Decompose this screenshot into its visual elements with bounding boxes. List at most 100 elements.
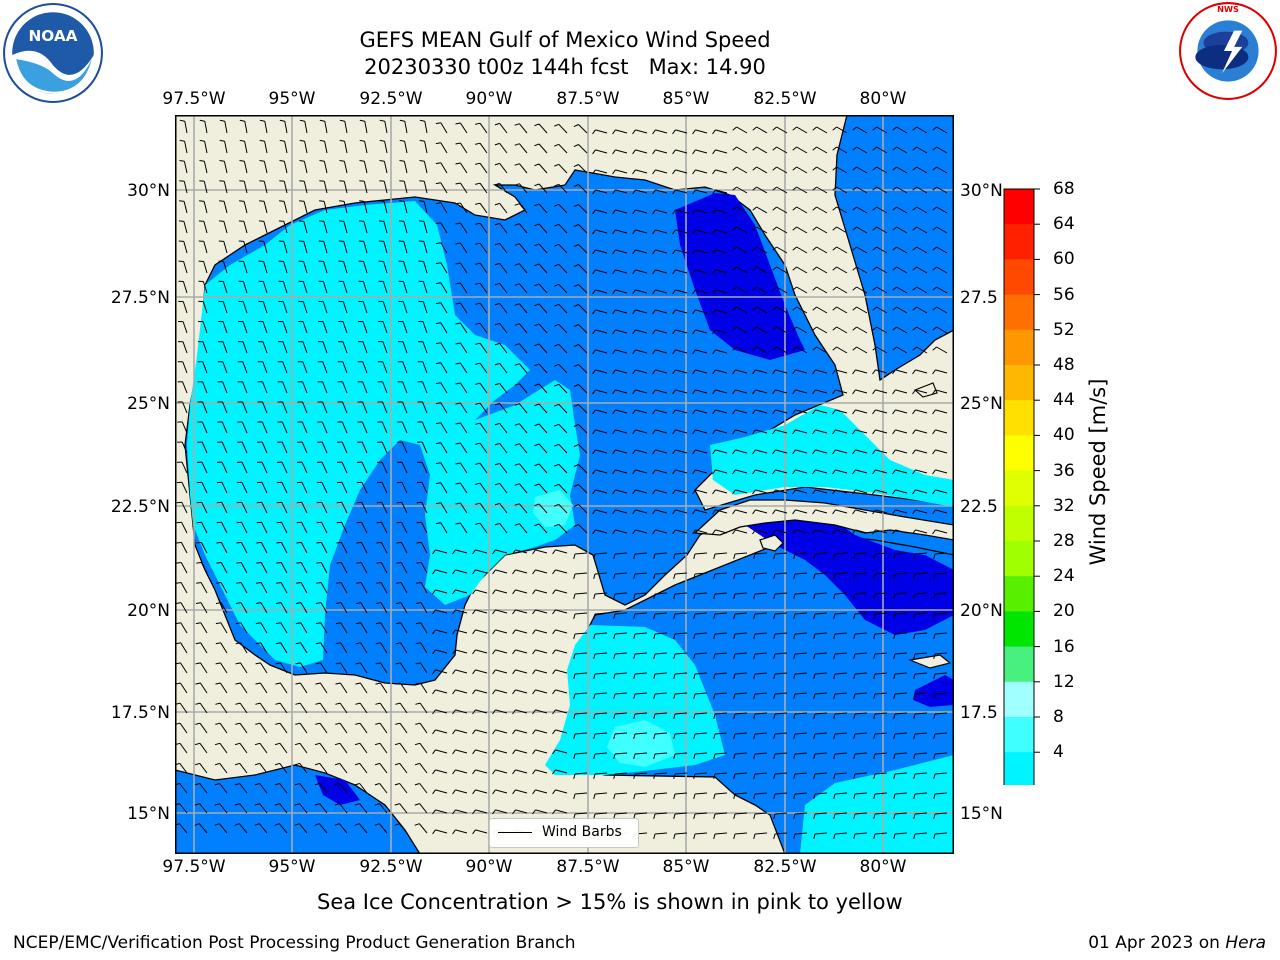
wind-barb	[519, 283, 528, 294]
wind-barb	[695, 489, 708, 494]
wind-barb	[260, 602, 268, 614]
wind-barb-flag	[732, 226, 737, 231]
wind-barb	[240, 622, 248, 634]
wind-barb	[734, 752, 748, 755]
wind-barb	[734, 652, 748, 655]
wind-barb	[382, 361, 388, 374]
wind-barb-flag	[672, 429, 676, 435]
wind-barb-flag	[792, 429, 796, 435]
wind-barb-flag	[912, 266, 917, 271]
wind-barb	[856, 186, 868, 194]
wind-barb-flag	[613, 613, 616, 620]
wind-barb-flag	[672, 289, 676, 295]
wind-barb-flag	[673, 713, 676, 720]
wind-barb-flag	[593, 593, 596, 600]
wind-barb	[339, 803, 348, 814]
wind-barb-flag	[812, 126, 817, 131]
wind-barb	[875, 449, 888, 454]
wind-barb	[421, 441, 428, 454]
wind-barb-flag	[792, 166, 797, 171]
wind-barb	[515, 569, 528, 574]
wind-barb	[201, 421, 208, 434]
wind-barb	[816, 346, 828, 354]
wind-barb	[479, 382, 488, 394]
wind-barb	[775, 529, 788, 534]
wind-barb	[654, 732, 668, 735]
wind-barb-flag	[214, 783, 220, 786]
wind-barb-flag	[432, 649, 436, 655]
wind-barb-flag	[359, 119, 365, 122]
lon-label-bottom: 82.5°W	[753, 857, 817, 877]
wind-barb	[241, 522, 248, 534]
wind-barb	[359, 702, 368, 714]
wind-barb-flag	[733, 813, 736, 820]
wind-barb-flag	[336, 541, 342, 544]
wind-barb	[794, 612, 808, 615]
wind-barb	[856, 166, 868, 174]
lat-label-left: 15°N	[127, 804, 170, 824]
wind-barb	[914, 712, 928, 715]
wind-barb	[259, 682, 268, 694]
wind-barb	[734, 592, 748, 595]
wind-barb-flag	[573, 124, 579, 128]
wind-barb-flag	[653, 553, 656, 560]
wind-barb-flag	[752, 489, 756, 495]
wind-barb	[615, 169, 628, 174]
wind-barb	[555, 609, 568, 614]
wind-barb-flag	[893, 673, 896, 680]
wind-barb	[874, 752, 888, 755]
wind-barb-flag	[712, 289, 716, 295]
wind-barb-flag	[552, 629, 556, 635]
wind-barb	[455, 649, 468, 654]
wind-barb-flag	[179, 180, 185, 182]
wind-barb-flag	[534, 303, 540, 307]
wind-barb-flag	[335, 682, 341, 685]
wind-barb-flag	[514, 163, 520, 166]
wind-barb	[239, 783, 248, 794]
wind-barb-flag	[452, 629, 456, 635]
wind-barb-flag	[452, 609, 456, 615]
wind-barb	[776, 226, 788, 234]
wind-barb-flag	[813, 613, 816, 620]
wind-barb	[240, 642, 248, 654]
wind-barb	[475, 689, 488, 694]
wind-barb-flag	[613, 733, 616, 740]
wind-barb	[440, 322, 448, 334]
wind-barb	[675, 329, 688, 334]
wind-barb	[595, 349, 608, 354]
wind-barb	[535, 649, 548, 654]
wind-barb-flag	[792, 266, 797, 271]
wind-barb	[694, 572, 708, 575]
wind-barb	[814, 812, 828, 815]
wind-barb-flag	[354, 803, 360, 806]
wind-barb-flag	[532, 769, 536, 775]
wind-barb-flag	[234, 742, 241, 746]
wind-barb	[715, 149, 728, 154]
wind-barb	[380, 662, 388, 674]
wind-barb	[694, 812, 708, 815]
wind-barb	[614, 652, 628, 655]
wind-barb	[440, 282, 448, 294]
wind-barb-flag	[852, 266, 857, 271]
wind-barb-flag	[514, 403, 520, 406]
wind-barb-flag	[534, 283, 540, 287]
wind-barb	[578, 244, 588, 254]
wind-barb-flag	[534, 263, 540, 267]
wind-barb-flag	[692, 249, 696, 255]
wind-barb-flag	[773, 653, 776, 660]
wind-barb-flag	[833, 793, 836, 800]
wind-barb	[283, 201, 288, 214]
wind-barb-flag	[812, 146, 817, 151]
wind-barb	[302, 321, 308, 334]
wind-barb	[574, 712, 588, 715]
wind-barb-flag	[532, 589, 536, 595]
wind-barb-flag	[196, 562, 202, 564]
wind-barb	[222, 301, 228, 314]
colorbar-tick-label: 52	[1053, 319, 1075, 340]
wind-barb	[499, 303, 508, 314]
wind-barb-flag	[892, 306, 897, 311]
wind-barb-flag	[612, 169, 616, 175]
wind-barb-flag	[613, 593, 616, 600]
wind-barb	[774, 692, 788, 695]
wind-barb-flag	[852, 186, 857, 191]
